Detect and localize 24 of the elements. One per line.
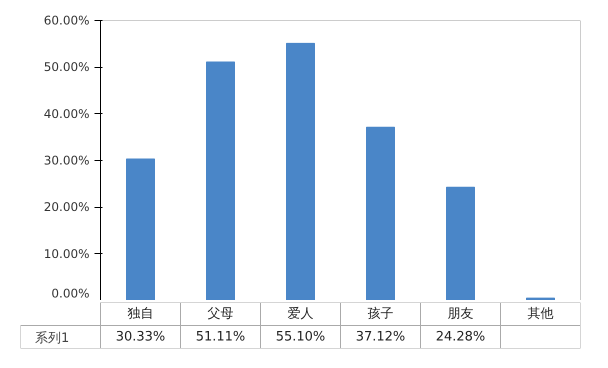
data-label: 30.33% [116,330,166,344]
y-tick-label: 50.00% [44,60,90,74]
bar [206,61,235,300]
bar [366,126,395,300]
data-label: 37.12% [356,330,406,344]
bar [286,42,315,300]
x-tick-label: 孩子 [368,306,394,322]
y-tick-label: 30.00% [44,154,90,168]
x-tick-label: 父母 [208,306,234,322]
y-tick-label: 40.00% [44,106,90,121]
y-tick-label: 0.00% [51,286,90,300]
data-label: 55.10% [276,330,326,344]
data-label: 24.28% [436,330,486,344]
bar [126,158,155,300]
y-tick-label: 20.00% [44,200,90,214]
x-tick-label: 其他 [528,306,554,322]
data-label: 51.11% [196,330,246,344]
y-tick-label: 10.00% [44,246,90,261]
x-tick-label: 朋友 [448,306,474,322]
text: 系列1 [35,330,70,347]
y-tick-label: 60.00% [44,14,90,28]
bar [446,186,475,300]
x-tick-label: 爱人 [288,306,314,322]
x-tick-label: 独自 [128,306,154,322]
